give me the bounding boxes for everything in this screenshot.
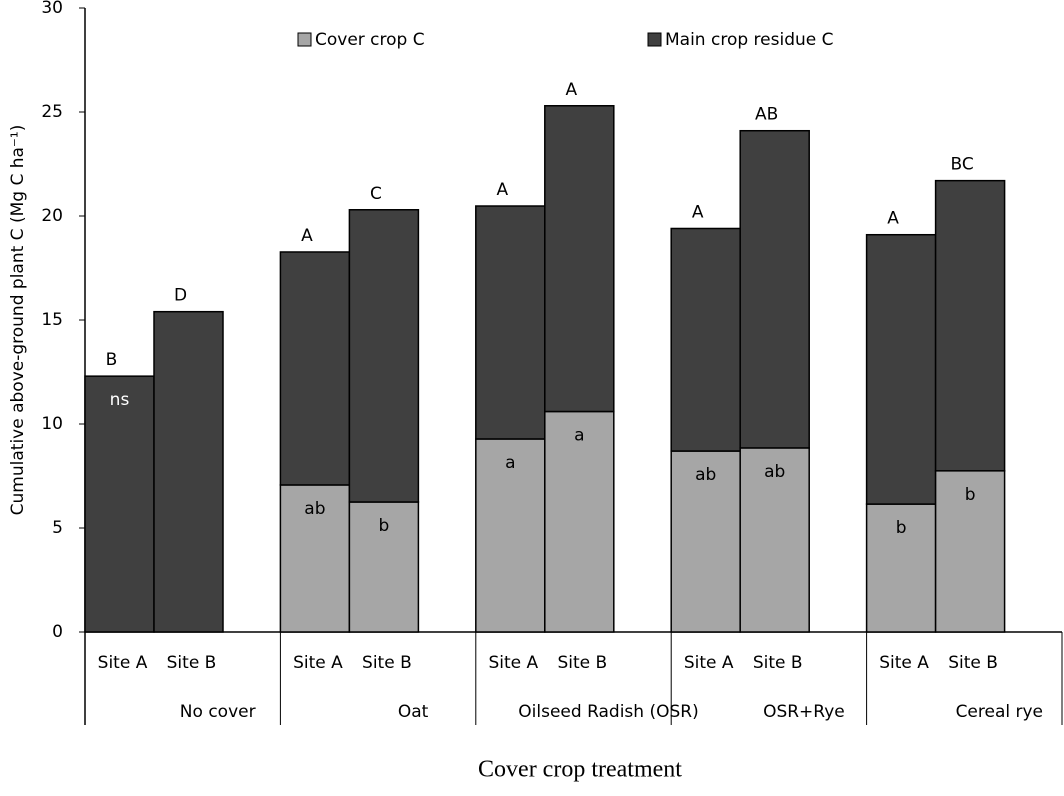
x-tick-label: Site A	[879, 653, 929, 673]
cover-label: ab	[304, 499, 325, 519]
x-tick-label: Site B	[948, 653, 998, 673]
bar-segment	[153, 310, 224, 633]
bar-segment	[934, 470, 1006, 633]
group-label: Oat	[398, 702, 429, 722]
bar-segment	[670, 227, 741, 452]
cover-label: b	[896, 518, 907, 538]
x-tick-label: Site A	[684, 653, 734, 673]
bar-segment	[475, 438, 546, 633]
y-tick-label: 5	[52, 518, 63, 538]
y-tick-label: 15	[41, 310, 63, 330]
bar-segment	[739, 447, 810, 633]
top-label: BC	[950, 155, 973, 175]
bar-segment	[279, 251, 351, 486]
cover-label: ab	[695, 465, 716, 485]
legend-label: Cover crop C	[315, 30, 425, 50]
cover-label: a	[505, 453, 515, 473]
bar-segment	[544, 410, 615, 633]
cover-label: b	[965, 485, 976, 505]
y-tick-label: 30	[41, 0, 63, 18]
x-tick-label: Site B	[557, 653, 607, 673]
legend-label: Main crop residue C	[665, 30, 834, 50]
top-label: C	[370, 184, 382, 204]
y-axis-title: Cumulative above-ground plant C (Mg C ha…	[8, 125, 28, 516]
bar-segment	[865, 233, 937, 505]
y-tick-label: 20	[41, 206, 63, 226]
bar-segment	[934, 179, 1006, 472]
cover-label: ab	[764, 462, 785, 482]
legend-swatch	[297, 32, 312, 47]
x-tick-label: Site B	[362, 653, 412, 673]
x-tick-label: Site A	[293, 653, 343, 673]
bar-segment	[475, 205, 546, 440]
top-label: B	[106, 350, 118, 370]
top-label: A	[301, 226, 313, 246]
x-axis-title: Cover crop treatment	[478, 757, 682, 783]
top-label: D	[174, 286, 187, 306]
y-tick-label: 10	[41, 414, 63, 434]
x-tick-label: Site B	[753, 653, 803, 673]
bar-segment	[739, 129, 810, 449]
cover-label: a	[574, 426, 584, 446]
bar-segment	[84, 375, 155, 633]
x-tick-label: Site B	[167, 653, 217, 673]
x-tick-label: Site A	[98, 653, 148, 673]
y-tick-label: 0	[52, 622, 63, 642]
bar-segment	[865, 503, 937, 633]
top-label: A	[692, 202, 704, 222]
top-label: AB	[755, 105, 778, 125]
bar-segment	[348, 209, 420, 503]
bar-segment	[544, 105, 615, 413]
top-label: A	[887, 209, 899, 229]
x-tick-label: Site A	[488, 653, 538, 673]
group-label: Cereal rye	[956, 702, 1043, 722]
bar-segment	[348, 501, 420, 633]
y-tick-label: 25	[41, 102, 63, 122]
group-label: No cover	[180, 702, 256, 722]
top-label: A	[565, 80, 577, 100]
group-label: OSR+Rye	[763, 702, 845, 722]
cover-label: b	[379, 516, 390, 536]
cover-label: ns	[110, 390, 130, 410]
legend-swatch	[647, 32, 662, 47]
top-label: A	[496, 180, 508, 200]
group-label: Oilseed Radish (OSR)	[518, 702, 698, 722]
